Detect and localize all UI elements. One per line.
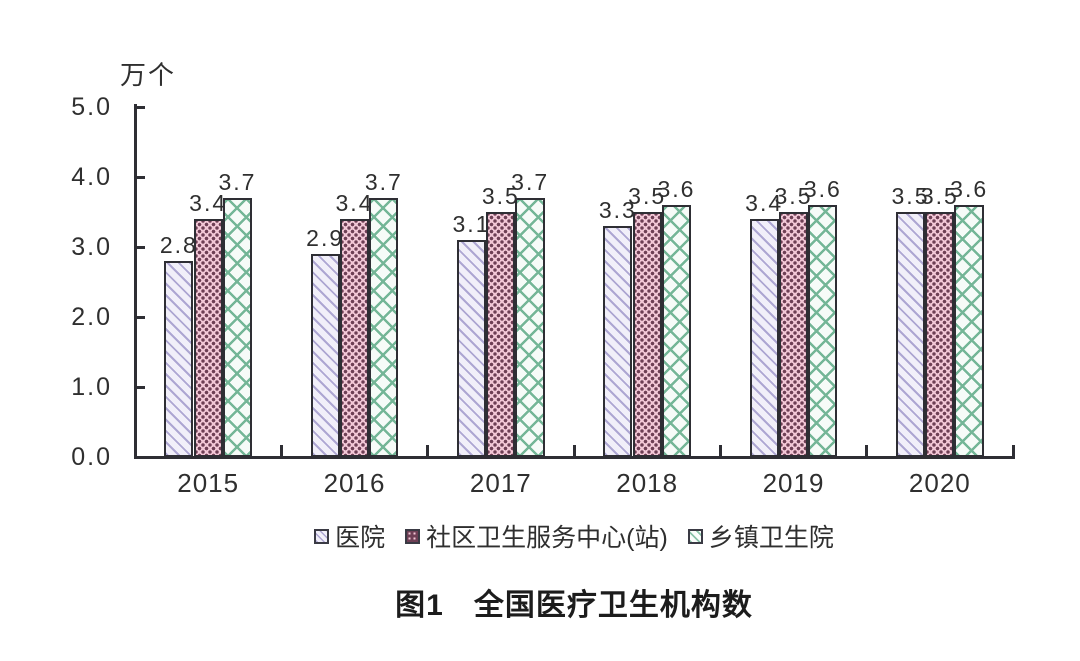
x-axis-tick: [133, 445, 137, 457]
x-axis-category-label-2015: 2015: [177, 468, 240, 498]
bar-value-label-community-health-centers-2019: 3.5: [774, 183, 813, 209]
bar-community-health-centers-2019: [778, 212, 809, 457]
bar-community-health-centers-2020: [925, 212, 955, 457]
bar-value-label-township-health-centers-2017: 3.7: [511, 169, 550, 195]
y-axis-tick-label: 3.0: [71, 233, 112, 261]
legend-item-community-health-centers: 社区卫生服务中心(站): [405, 518, 668, 554]
y-axis-tick: [135, 105, 145, 109]
bar-value-label-township-health-centers-2015: 3.7: [218, 169, 257, 195]
bar-community-health-centers-2018: [632, 212, 662, 457]
x-axis-category-label-2019: 2019: [762, 468, 825, 498]
bar-value-label-township-health-centers-2018: 3.6: [657, 176, 696, 202]
bar-value-label-community-health-centers-2017: 3.5: [481, 183, 520, 209]
bar-township-health-centers-2020: [954, 205, 984, 457]
y-axis-tick-label: 2.0: [71, 303, 112, 331]
bar-township-health-centers-2017: [515, 198, 545, 457]
bar-value-label-community-health-centers-2018: 3.5: [628, 183, 667, 209]
bar-value-label-community-health-centers-2020: 3.5: [920, 183, 959, 209]
bar-hospitals-2018: [603, 226, 633, 457]
y-axis-tick-label: 4.0: [71, 163, 112, 191]
bar-township-health-centers-2018: [661, 205, 692, 457]
y-axis-tick: [135, 175, 145, 179]
x-axis-tick: [718, 445, 722, 457]
bar-hospitals-2016: [310, 254, 340, 457]
y-axis-tick: [135, 315, 145, 319]
x-axis-tick: [426, 445, 430, 457]
legend-item-hospitals: 医院: [314, 518, 385, 554]
bar-value-label-township-health-centers-2019: 3.6: [803, 176, 842, 202]
figure-title-text: 全国医疗卫生机构数: [473, 589, 753, 622]
bar-value-label-community-health-centers-2016: 3.4: [335, 190, 374, 216]
bar-hospitals-2019: [749, 219, 779, 457]
y-axis-tick-label: 1.0: [71, 373, 112, 401]
legend-label-hospitals: 医院: [335, 524, 386, 552]
x-axis-category-label-2018: 2018: [616, 468, 679, 498]
x-axis-tick: [1011, 445, 1015, 457]
figure-caption: 图1 全国医疗卫生机构数: [135, 580, 1013, 624]
bar-value-label-hospitals-2019: 3.4: [745, 190, 784, 216]
chart-legend: 医院 社区卫生服务中心(站) 乡镇卫生院: [135, 518, 1013, 554]
bar-value-label-hospitals-2020: 3.5: [891, 183, 930, 209]
bar-value-label-hospitals-2018: 3.3: [598, 197, 637, 223]
y-axis-tick: [135, 385, 145, 389]
bar-value-label-hospitals-2016: 2.9: [306, 225, 345, 251]
bar-township-health-centers-2016: [369, 198, 399, 457]
bar-value-label-township-health-centers-2016: 3.7: [364, 169, 403, 195]
legend-label-township-health-centers: 乡镇卫生院: [708, 524, 834, 552]
x-axis-tick: [865, 445, 869, 457]
bar-township-health-centers-2019: [808, 205, 838, 457]
bar-hospitals-2020: [895, 212, 926, 457]
bar-community-health-centers-2017: [486, 212, 516, 457]
bar-value-label-community-health-centers-2015: 3.4: [189, 190, 228, 216]
bar-township-health-centers-2015: [222, 198, 253, 457]
y-axis-tick: [135, 455, 145, 459]
x-axis-tick: [279, 445, 283, 457]
x-axis-category-label-2020: 2020: [908, 468, 971, 498]
legend-label-community-health-centers: 社区卫生服务中心(站): [426, 524, 668, 552]
y-axis-tick-label: 0.0: [71, 443, 112, 471]
y-axis-line: [134, 104, 137, 459]
y-axis-tick-label: 5.0: [71, 93, 112, 121]
legend-item-township-health-centers: 乡镇卫生院: [687, 518, 834, 554]
legend-swatch-township-health-centers-icon: [687, 528, 703, 544]
bar-hospitals-2015: [164, 261, 194, 457]
bar-value-label-township-health-centers-2020: 3.6: [950, 176, 989, 202]
x-axis-tick: [572, 445, 576, 457]
x-axis-line: [134, 456, 1015, 459]
bar-hospitals-2017: [456, 240, 487, 457]
bar-community-health-centers-2016: [339, 219, 370, 457]
y-axis-tick: [135, 245, 145, 249]
bar-value-label-hospitals-2017: 3.1: [452, 211, 491, 237]
x-axis-category-label-2016: 2016: [323, 468, 386, 498]
x-axis-category-label-2017: 2017: [469, 468, 532, 498]
y-axis-unit-label: 万个: [120, 60, 177, 90]
figure-number: 图1: [395, 589, 444, 622]
bar-value-label-hospitals-2015: 2.8: [159, 232, 198, 258]
legend-swatch-community-health-centers-icon: [405, 528, 421, 544]
bar-community-health-centers-2015: [193, 219, 223, 457]
legend-swatch-hospitals-icon: [314, 528, 330, 544]
